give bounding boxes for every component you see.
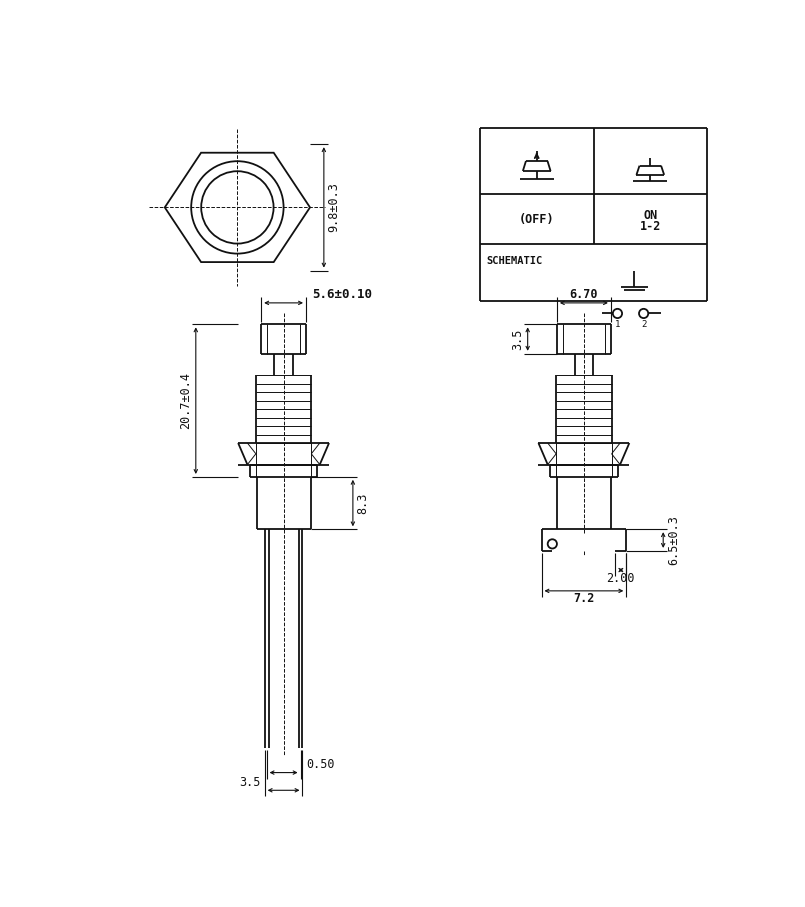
Text: (OFF): (OFF) [519, 212, 555, 226]
Text: 20.7±0.4: 20.7±0.4 [179, 372, 192, 429]
Text: 0.50: 0.50 [307, 758, 335, 771]
Text: SCHEMATIC: SCHEMATIC [486, 256, 543, 266]
Text: 9.8±0.3: 9.8±0.3 [328, 182, 341, 232]
Text: 2: 2 [641, 320, 646, 328]
Text: 6.70: 6.70 [570, 288, 598, 301]
Text: 3.5: 3.5 [240, 775, 261, 789]
Text: ON: ON [643, 209, 658, 221]
Text: 1-2: 1-2 [640, 220, 661, 233]
Text: 2.00: 2.00 [607, 571, 635, 585]
Text: 6.5±0.3: 6.5±0.3 [667, 515, 680, 565]
Text: 1: 1 [615, 320, 620, 328]
Text: 5.6±0.10: 5.6±0.10 [312, 288, 372, 301]
Text: 8.3: 8.3 [357, 493, 369, 513]
Text: 3.5: 3.5 [511, 328, 524, 350]
Text: 7.2: 7.2 [573, 592, 595, 605]
